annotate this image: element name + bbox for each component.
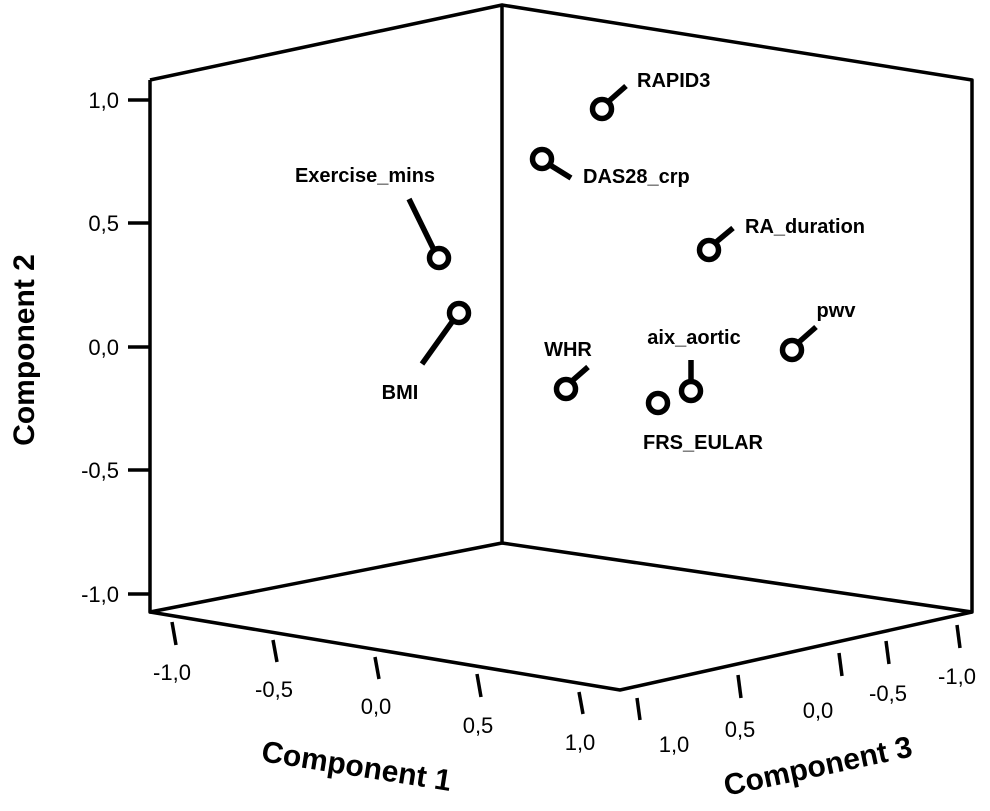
data-point-bmi xyxy=(419,300,472,366)
data-point-das28-crp xyxy=(529,146,573,181)
z-tick-label: 1,0 xyxy=(659,732,690,757)
z-tick-label: -0,5 xyxy=(869,681,907,706)
x-tick xyxy=(577,691,585,715)
z-tick-label: -1,0 xyxy=(938,664,976,689)
point-label-aix-aortic: aix_aortic xyxy=(647,327,740,349)
y-tick-label: -0,5 xyxy=(81,458,119,483)
z-tick-label: 0,5 xyxy=(725,717,756,742)
x-axis-title: Component 1 xyxy=(259,735,453,798)
x-tick-label: -0,5 xyxy=(255,677,293,702)
point-label-bmi: BMI xyxy=(382,382,419,404)
y-tick-label: 1,0 xyxy=(88,88,119,113)
z-tick xyxy=(884,640,891,665)
data-point-exercise-mins xyxy=(406,197,452,271)
z-tick xyxy=(736,674,743,699)
data-point-frs-eular xyxy=(645,390,671,416)
x-tick-label: -1,0 xyxy=(153,660,191,685)
right-wall xyxy=(501,3,974,614)
point-labels: RAPID3 DAS28_crp Exercise_mins RA_durati… xyxy=(295,70,865,454)
box-frame xyxy=(148,3,974,692)
z-tick-label: 0,0 xyxy=(803,698,834,723)
z-axis: 1,0 0,5 0,0 -0,5 -1,0 Component 3 xyxy=(635,624,976,803)
data-point-whr xyxy=(553,364,590,402)
floor-front xyxy=(149,610,973,692)
z-tick xyxy=(837,652,844,677)
z-tick xyxy=(635,697,642,721)
point-label-whr: WHR xyxy=(544,339,592,361)
x-tick xyxy=(271,639,279,663)
point-label-rapid3: RAPID3 xyxy=(637,70,710,92)
x-tick xyxy=(170,621,178,646)
data-point-rapid3 xyxy=(589,83,628,122)
x-tick-label: 1,0 xyxy=(565,730,596,755)
point-label-ra-duration: RA_duration xyxy=(745,216,865,238)
data-points xyxy=(406,83,818,416)
point-label-frs-eular: FRS_EULAR xyxy=(643,432,764,454)
x-tick xyxy=(475,673,483,698)
x-tick xyxy=(373,656,381,680)
x-tick-label: 0,5 xyxy=(463,713,494,738)
z-tick xyxy=(955,624,962,649)
y-axis: 1,0 0,5 0,0 -0,5 -1,0 Component 2 xyxy=(8,88,150,607)
y-tick-label: 0,0 xyxy=(88,335,119,360)
point-label-exercise-mins: Exercise_mins xyxy=(295,165,435,187)
data-point-ra-duration xyxy=(696,225,735,263)
point-label-das28-crp: DAS28_crp xyxy=(583,166,690,188)
y-tick-label: 0,5 xyxy=(88,211,119,236)
data-point-aix-aortic xyxy=(678,360,704,404)
x-tick-label: 0,0 xyxy=(361,694,392,719)
y-axis-title: Component 2 xyxy=(8,254,41,446)
data-point-pwv xyxy=(779,324,818,363)
point-label-pwv: pwv xyxy=(817,300,857,322)
y-tick-label: -1,0 xyxy=(81,582,119,607)
